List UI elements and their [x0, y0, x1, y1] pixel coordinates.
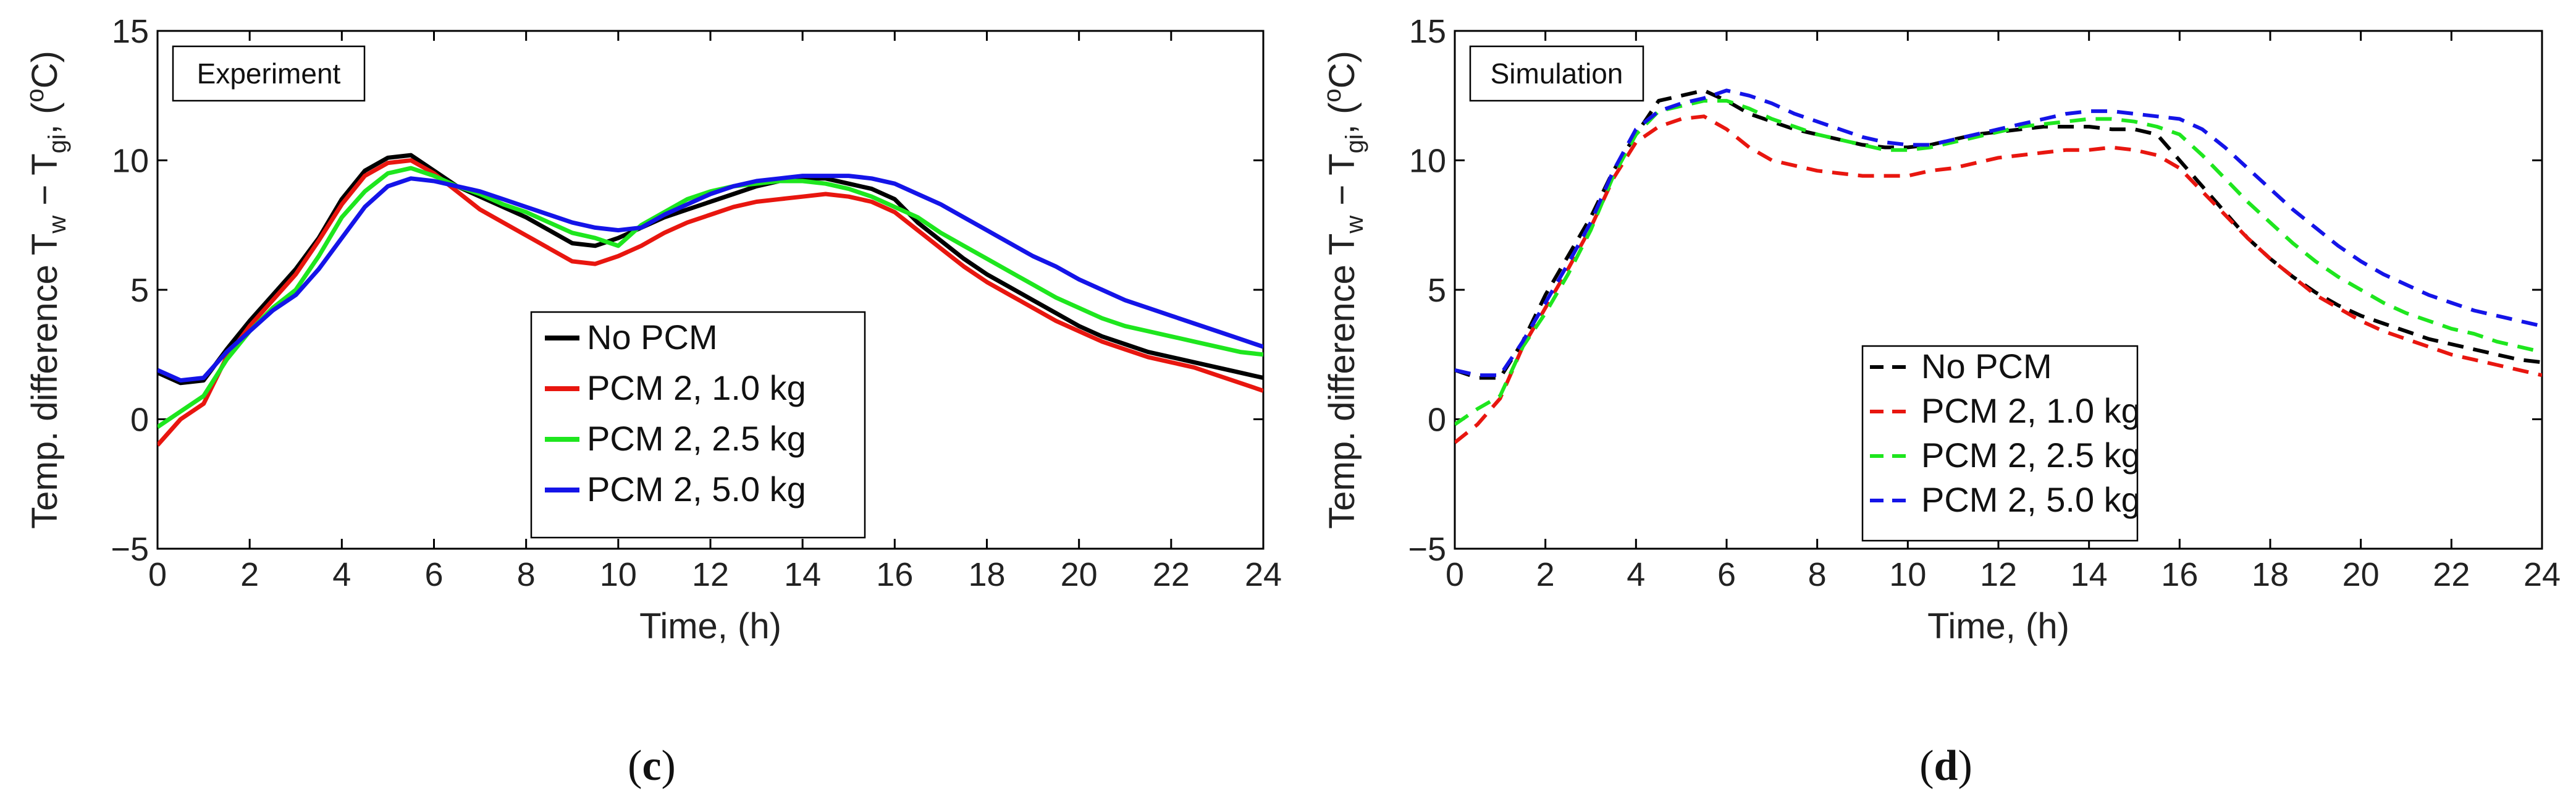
legend-label-2: PCM 2, 1.0 kg: [587, 368, 806, 407]
caption-letter: d: [1934, 742, 1958, 790]
series-line-4: [1455, 88, 2542, 378]
x-tick-label: 6: [424, 556, 443, 593]
y-axis-label: Temp. difference Tw − Tgi, (oC): [1319, 51, 1368, 529]
y-axis-label: Temp. difference Tw − Tgi, (oC): [22, 51, 71, 529]
series-line-4: [158, 174, 1263, 383]
y-tick-label: 10: [112, 143, 149, 180]
x-axis-label: Time, (h): [1927, 606, 2069, 646]
caption-letter: c: [642, 742, 661, 790]
y-axis-label-main: Temp. difference T: [1322, 234, 1362, 529]
y-tick-label: −5: [111, 531, 149, 568]
y-axis-label-tail: , (: [25, 103, 65, 135]
x-tick-label: 22: [2433, 556, 2470, 593]
series-line-3: [158, 166, 1263, 429]
x-tick-label: 18: [2252, 556, 2289, 593]
x-tick-label: 8: [1808, 556, 1827, 593]
panel-tag-label: Simulation: [1491, 57, 1623, 90]
x-tick-label: 0: [1446, 556, 1464, 593]
y-axis-label-sup: o: [22, 88, 49, 102]
x-tick-label: 10: [600, 556, 637, 593]
y-tick-label: −5: [1408, 531, 1446, 568]
panel-caption: (c): [628, 742, 676, 790]
y-axis-label-end: C): [25, 51, 65, 88]
y-tick-label: 15: [112, 13, 149, 50]
x-tick-label: 4: [1627, 556, 1645, 593]
panel-caption: (d): [1919, 742, 1972, 790]
x-tick-label: 4: [332, 556, 351, 593]
y-tick-label: 5: [1428, 272, 1446, 309]
y-axis-label-sub-gi: gi: [1341, 134, 1368, 153]
x-tick-label: 6: [1717, 556, 1736, 593]
x-tick-label: 20: [2342, 556, 2380, 593]
legend-label-2: PCM 2, 1.0 kg: [1921, 391, 2140, 430]
caption-close: ): [1958, 742, 1972, 790]
x-tick-label: 12: [1980, 556, 2017, 593]
panel-tag-label: Experiment: [197, 57, 341, 90]
series-line-3: [1455, 99, 2542, 426]
x-tick-label: 20: [1061, 556, 1098, 593]
x-tick-label: 12: [692, 556, 729, 593]
x-tick-label: 0: [148, 556, 167, 593]
caption-open: (: [628, 742, 642, 790]
x-tick-label: 14: [784, 556, 821, 593]
series-line-2: [158, 158, 1263, 447]
x-tick-label: 10: [1889, 556, 1926, 593]
x-tick-label: 14: [2071, 556, 2108, 593]
x-tick-label: 18: [968, 556, 1005, 593]
y-axis-label-mid: − T: [25, 153, 65, 215]
legend-box: [1861, 345, 2139, 542]
legend-label-4: PCM 2, 5.0 kg: [1921, 480, 2140, 519]
x-tick-label: 22: [1153, 556, 1190, 593]
y-axis-label-main: Temp. difference T: [25, 234, 65, 529]
x-tick-label: 16: [876, 556, 913, 593]
x-tick-label: 16: [2161, 556, 2198, 593]
y-axis-label-sub-gi: gi: [44, 134, 71, 153]
y-tick-label: 0: [130, 402, 149, 439]
y-axis-label-sup: o: [1319, 88, 1346, 102]
legend-label-3: PCM 2, 2.5 kg: [1921, 436, 2140, 475]
panel-tag-box: [172, 45, 366, 102]
legend-label-4: PCM 2, 5.0 kg: [587, 470, 806, 509]
x-tick-label: 24: [1245, 556, 1282, 593]
legend-label-3: PCM 2, 2.5 kg: [587, 419, 806, 458]
series-line-1: [158, 153, 1263, 386]
caption-close: ): [662, 742, 676, 790]
legend-box: [530, 311, 866, 539]
x-tick-label: 24: [2523, 556, 2561, 593]
y-axis-label-sub-w: w: [44, 216, 71, 234]
y-axis-label-sub-w: w: [1341, 216, 1368, 234]
legend-label-1: No PCM: [1921, 347, 2052, 386]
y-axis-label-end: C): [1322, 51, 1362, 88]
panel-tag-box: [1469, 45, 1644, 102]
y-tick-label: 5: [130, 272, 149, 309]
y-axis-label-tail: , (: [1322, 103, 1362, 135]
legend-label-1: No PCM: [587, 318, 718, 357]
x-tick-label: 8: [517, 556, 536, 593]
y-tick-label: 10: [1409, 143, 1446, 180]
x-tick-label: 2: [240, 556, 259, 593]
x-tick-label: 2: [1536, 556, 1555, 593]
y-axis-label-mid: − T: [1322, 153, 1362, 215]
y-tick-label: 15: [1409, 13, 1446, 50]
y-tick-label: 0: [1428, 402, 1446, 439]
caption-open: (: [1919, 742, 1934, 790]
x-axis-label: Time, (h): [639, 606, 781, 646]
series-line-2: [1455, 114, 2542, 444]
